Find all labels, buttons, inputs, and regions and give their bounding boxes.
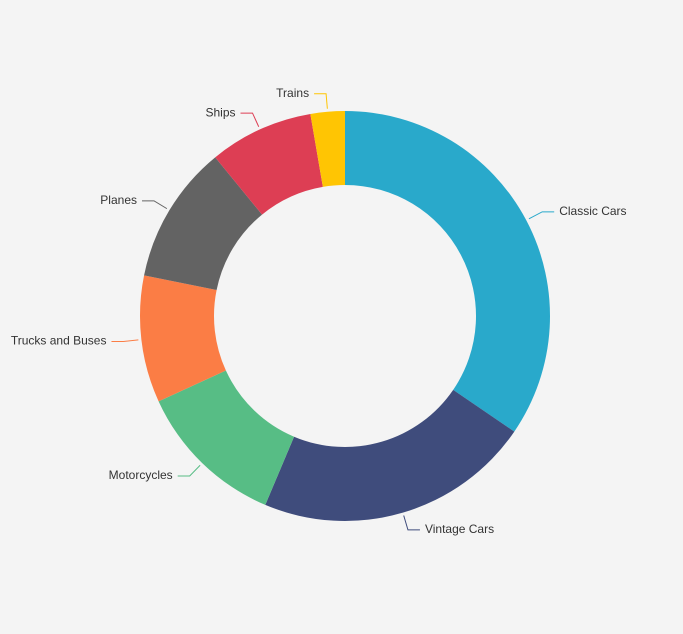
donut-slice-vintage-cars[interactable] bbox=[265, 389, 515, 521]
slice-label-vintage-cars: Vintage Cars bbox=[425, 522, 494, 536]
leader-line-vintage-cars bbox=[403, 515, 420, 531]
leader-line-classic-cars bbox=[528, 211, 555, 220]
donut-slice-trains[interactable] bbox=[310, 111, 345, 187]
slice-label-trucks-and-buses: Trucks and Buses bbox=[11, 334, 107, 348]
leader-line-planes bbox=[142, 200, 168, 210]
donut-slice-planes[interactable] bbox=[144, 157, 263, 291]
slice-label-classic-cars: Classic Cars bbox=[559, 204, 626, 218]
donut-slice-ships[interactable] bbox=[215, 113, 323, 215]
donut-slice-classic-cars[interactable] bbox=[345, 111, 550, 432]
leader-line-trains bbox=[314, 93, 328, 109]
slice-label-planes: Planes bbox=[100, 193, 137, 207]
slice-label-trains: Trains bbox=[276, 86, 309, 100]
slice-label-motorcycles: Motorcycles bbox=[109, 468, 173, 482]
slice-label-ships: Ships bbox=[205, 105, 235, 119]
leader-line-motorcycles bbox=[177, 464, 201, 477]
leader-line-trucks-and-buses bbox=[111, 339, 139, 343]
donut-slice-trucks-and-buses[interactable] bbox=[140, 275, 226, 402]
leader-line-ships bbox=[240, 112, 260, 127]
donut-slice-motorcycles[interactable] bbox=[158, 370, 295, 505]
